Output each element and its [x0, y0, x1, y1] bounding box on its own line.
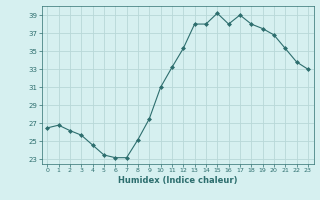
X-axis label: Humidex (Indice chaleur): Humidex (Indice chaleur) — [118, 176, 237, 185]
